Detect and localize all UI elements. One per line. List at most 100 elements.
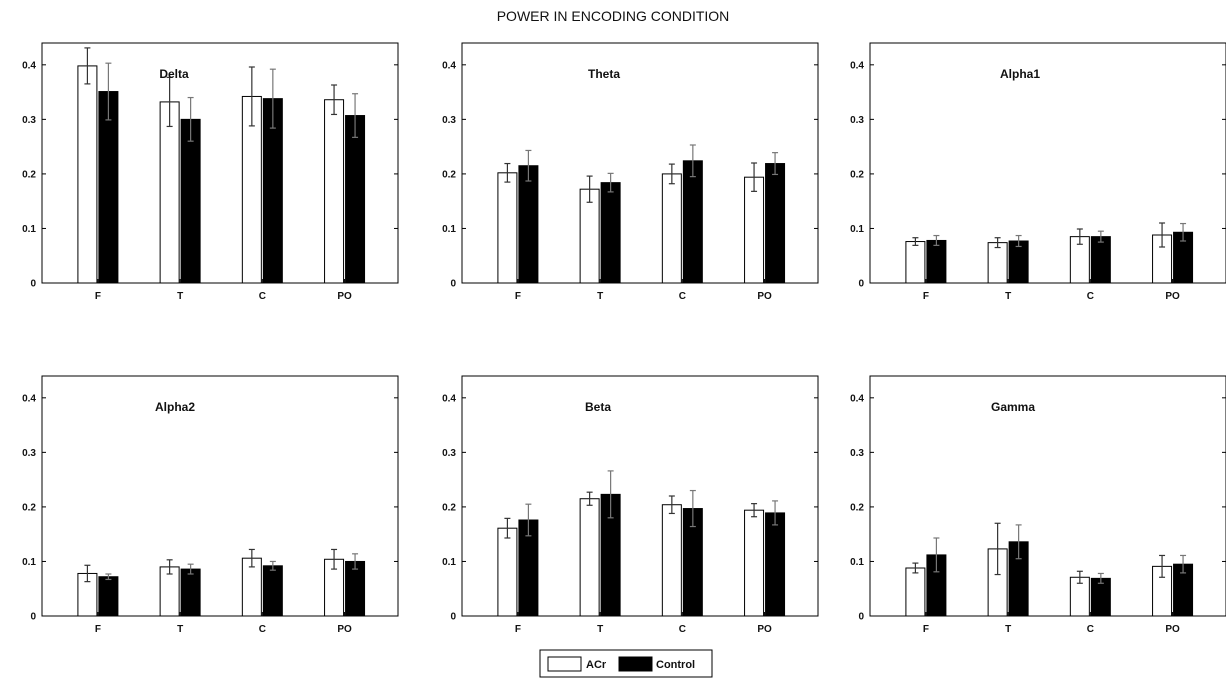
y-tick-label: 0.3 xyxy=(442,115,456,126)
bar-control-po xyxy=(765,512,786,617)
x-tick-label: PO xyxy=(757,291,772,302)
bar-control-c xyxy=(262,565,283,617)
x-tick-label: PO xyxy=(757,624,772,635)
bar-control-po xyxy=(345,115,366,284)
y-tick-label: 0 xyxy=(858,612,864,623)
y-tick-label: 0 xyxy=(450,279,456,290)
y-tick-label: 0 xyxy=(858,279,864,290)
x-tick-label: T xyxy=(1005,624,1011,635)
y-tick-label: 0.1 xyxy=(442,224,456,235)
x-tick-label: PO xyxy=(337,291,352,302)
y-tick-label: 0.1 xyxy=(850,224,864,235)
y-tick-label: 0.1 xyxy=(22,557,36,568)
plot-frame xyxy=(461,375,819,617)
plot-frame xyxy=(41,42,399,284)
y-tick-label: 0.4 xyxy=(22,393,36,404)
panel-beta: 0 0.1 0.2 0.3 0.4 F T C PO Beta xyxy=(442,375,819,635)
bar-acr-f xyxy=(905,241,926,284)
plot-frame xyxy=(869,375,1226,617)
bar-acr-c xyxy=(661,504,682,617)
y-tick-label: 0.3 xyxy=(442,448,456,459)
bar-acr-po xyxy=(324,99,345,284)
bar-acr-f xyxy=(77,65,98,284)
panel-delta: 0 0.1 0.2 0.3 0.4 F T C PO Delta xyxy=(22,42,399,302)
x-tick-label: T xyxy=(597,291,603,302)
bar-control-t xyxy=(180,568,201,617)
bar-acr-f xyxy=(497,527,518,617)
y-tick-label: 0.2 xyxy=(22,169,36,180)
panels: 0 0.1 0.2 0.3 0.4 F T C PO Delta 0 0.1 0.2 0.3 0.4 F T C P… xyxy=(22,42,1226,635)
bar-acr-f xyxy=(497,172,518,284)
bar-control-c xyxy=(1090,236,1111,284)
bar-acr-f xyxy=(905,567,926,617)
x-tick-label: PO xyxy=(1165,624,1180,635)
x-tick-label: PO xyxy=(337,624,352,635)
bar-acr-po xyxy=(744,509,765,617)
y-tick-label: 0.4 xyxy=(22,60,36,71)
y-tick-label: 0.2 xyxy=(850,169,864,180)
legend: ACr Control xyxy=(539,649,713,678)
bar-acr-po xyxy=(744,176,765,284)
x-tick-label: F xyxy=(515,291,521,302)
y-tick-label: 0.1 xyxy=(442,557,456,568)
bar-acr-c xyxy=(661,173,682,284)
plot-frame xyxy=(461,42,819,284)
x-tick-label: C xyxy=(1087,624,1094,635)
y-tick-label: 0 xyxy=(30,279,36,290)
x-tick-label: F xyxy=(95,291,101,302)
bar-control-f xyxy=(926,239,947,284)
panel-theta: 0 0.1 0.2 0.3 0.4 F T C PO Theta xyxy=(442,42,819,302)
x-tick-label: F xyxy=(923,624,929,635)
panel-title: Delta xyxy=(159,67,189,81)
y-tick-label: 0.2 xyxy=(442,169,456,180)
x-tick-label: F xyxy=(515,624,521,635)
y-tick-label: 0.2 xyxy=(850,502,864,513)
legend-swatch-control xyxy=(618,656,653,672)
panel-alpha1: 0 0.1 0.2 0.3 0.4 F T C PO Alpha1 xyxy=(850,42,1226,302)
x-tick-label: C xyxy=(679,624,686,635)
plot-frame xyxy=(41,375,399,617)
bar-control-t xyxy=(600,182,621,284)
panel-title: Gamma xyxy=(991,400,1035,414)
bar-control-c xyxy=(682,160,703,284)
legend-swatch-acr xyxy=(547,656,582,672)
y-tick-label: 0.2 xyxy=(22,502,36,513)
x-tick-label: C xyxy=(259,624,266,635)
bar-acr-t xyxy=(987,242,1008,284)
y-tick-label: 0.4 xyxy=(442,60,456,71)
y-tick-label: 0.1 xyxy=(850,557,864,568)
panel-title: Alpha2 xyxy=(155,400,195,414)
y-tick-label: 0.1 xyxy=(22,224,36,235)
x-tick-label: PO xyxy=(1165,291,1180,302)
x-tick-label: F xyxy=(95,624,101,635)
panel-alpha2: 0 0.1 0.2 0.3 0.4 F T C PO Alpha2 xyxy=(22,375,399,635)
plot-frame xyxy=(869,42,1226,284)
legend-label-acr: ACr xyxy=(586,659,607,671)
bar-acr-t xyxy=(579,498,600,617)
y-tick-label: 0 xyxy=(450,612,456,623)
y-tick-label: 0.3 xyxy=(22,448,36,459)
bar-control-t xyxy=(1008,240,1029,284)
x-tick-label: F xyxy=(923,291,929,302)
x-tick-label: C xyxy=(679,291,686,302)
y-tick-label: 0.3 xyxy=(850,115,864,126)
bar-control-f xyxy=(98,576,119,617)
y-tick-label: 0.3 xyxy=(850,448,864,459)
y-tick-label: 0.2 xyxy=(442,502,456,513)
x-tick-label: T xyxy=(177,291,183,302)
bar-control-f xyxy=(518,165,539,284)
figure-title: POWER IN ENCODING CONDITION xyxy=(497,8,730,24)
x-tick-label: T xyxy=(1005,291,1011,302)
legend-label-control: Control xyxy=(656,659,695,671)
x-tick-label: T xyxy=(177,624,183,635)
panel-title: Alpha1 xyxy=(1000,67,1040,81)
y-tick-label: 0.4 xyxy=(850,60,864,71)
panel-gamma: 0 0.1 0.2 0.3 0.4 F T C PO Gamma xyxy=(850,375,1226,635)
bar-acr-t xyxy=(579,188,600,284)
y-tick-label: 0.4 xyxy=(442,393,456,404)
bar-control-c xyxy=(1090,577,1111,617)
x-tick-label: T xyxy=(597,624,603,635)
bar-acr-t xyxy=(159,101,180,284)
bar-control-t xyxy=(180,118,201,284)
